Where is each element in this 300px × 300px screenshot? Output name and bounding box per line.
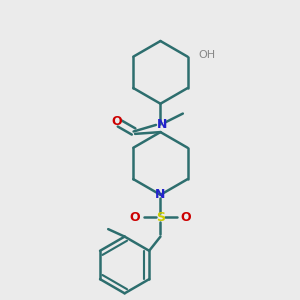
Text: N: N: [155, 188, 166, 201]
Text: S: S: [156, 211, 165, 224]
Text: O: O: [130, 211, 140, 224]
Text: OH: OH: [198, 50, 215, 60]
Text: N: N: [157, 118, 167, 130]
Text: O: O: [112, 115, 122, 128]
Text: O: O: [181, 211, 191, 224]
